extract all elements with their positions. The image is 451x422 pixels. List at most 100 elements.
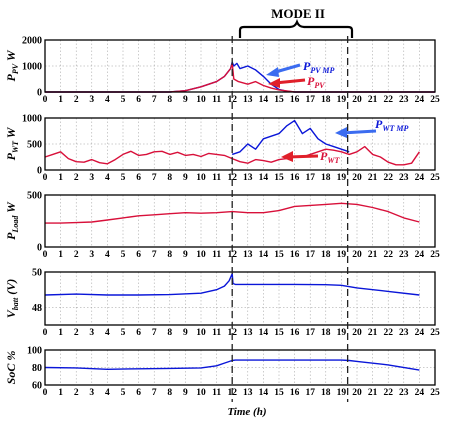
x-tick-label: 18 — [321, 328, 331, 338]
x-tick-label: 10 — [196, 250, 206, 260]
x-tick-label: 16 — [290, 388, 300, 398]
x-tick-label: 15 — [274, 250, 284, 260]
x-tick-label: 18 — [321, 173, 331, 183]
x-tick-label: 0 — [43, 328, 48, 338]
svg-text:PWT MP: PWT MP — [375, 117, 408, 133]
x-tick-label: 14 — [259, 388, 269, 398]
y-axis-label-soc: SoC % — [4, 351, 18, 385]
x-tick-label: 15 — [274, 95, 284, 105]
x-tick-label: 22 — [383, 173, 393, 183]
x-tick-label: 24 — [415, 95, 425, 105]
x-tick-label: 8 — [167, 250, 172, 260]
x-tick-label: 13 — [243, 95, 253, 105]
x-tick-label: 8 — [167, 388, 172, 398]
ann-wt-mp-main: P — [375, 117, 383, 131]
x-tick-label: 0 — [43, 95, 48, 105]
y-tick-label: 80 — [32, 363, 42, 374]
annotation-wt-mp: PWT MP — [335, 117, 408, 138]
y-tick-label: 100 — [27, 346, 42, 357]
x-tick-label: 4 — [105, 250, 110, 260]
annotation-pv-mp: PPV MP — [266, 59, 335, 77]
x-tick-label: 12 — [227, 250, 237, 260]
x-tick-label: 24 — [415, 250, 425, 260]
x-tick-label: 21 — [368, 250, 378, 260]
x-tick-label: 7 — [152, 328, 157, 338]
x-tick-label: 16 — [290, 173, 300, 183]
x-tick-label: 7 — [152, 173, 157, 183]
x-tick-label: 2 — [74, 173, 79, 183]
x-tick-label: 10 — [196, 328, 206, 338]
x-tick-label: 19 — [337, 328, 347, 338]
x-tick-label: 17 — [305, 95, 315, 105]
ann-wt-sub: WT — [327, 156, 340, 165]
x-tick-label: 10 — [196, 95, 206, 105]
x-tick-label: 19 — [337, 95, 347, 105]
y-tick-label: 0 — [37, 166, 42, 177]
x-tick-label: 12 — [227, 173, 237, 183]
x-tick-label: 20 — [352, 173, 362, 183]
x-tick-label: 21 — [368, 328, 378, 338]
y-tick-label: 0 — [37, 243, 42, 254]
y-tick-label: 0 — [37, 88, 42, 99]
annotation-wt: PWT — [281, 149, 340, 165]
x-tick-label: 6 — [136, 173, 141, 183]
x-tick-label: 18 — [321, 95, 331, 105]
series-soc-blue — [44, 359, 420, 371]
x-tick-label: 22 — [383, 250, 393, 260]
x-tick-label: 11 — [212, 250, 221, 260]
x-tick-label: 2 — [74, 388, 79, 398]
x-tick-label: 20 — [352, 388, 362, 398]
x-tick-label: 19 — [337, 173, 347, 183]
x-tick-label: 22 — [383, 328, 393, 338]
x-tick-label: 20 — [352, 250, 362, 260]
x-tick-label: 14 — [259, 173, 269, 183]
x-tick-label: 1 — [58, 388, 63, 398]
svg-text:PWT: PWT — [320, 149, 340, 165]
x-tick-label: 6 — [136, 388, 141, 398]
x-tick-label: 17 — [305, 173, 315, 183]
plot-frame — [44, 117, 436, 171]
mode-brace — [238, 19, 354, 38]
x-tick-label: 1 — [58, 250, 63, 260]
x-tick-label: 25 — [430, 250, 440, 260]
x-tick-label: 18 — [321, 250, 331, 260]
x-tick-label: 24 — [415, 388, 425, 398]
x-tick-label: 21 — [368, 173, 378, 183]
x-tick-label: 0 — [43, 388, 48, 398]
x-tick-label: 13 — [243, 388, 253, 398]
x-tick-label: 2 — [74, 95, 79, 105]
x-tick-label: 9 — [183, 328, 188, 338]
x-axis-label: Time (h) — [228, 406, 267, 418]
x-tick-label: 17 — [305, 250, 315, 260]
x-tick-label: 5 — [121, 250, 126, 260]
y-tick-label: 500 — [27, 191, 42, 202]
x-tick-label: 21 — [368, 95, 378, 105]
mode-ii-marker: MODE II — [238, 6, 354, 38]
x-tick-label: 15 — [274, 328, 284, 338]
x-tick-label: 1 — [58, 328, 63, 338]
y-tick-label: 50 — [32, 268, 42, 279]
mode-label: MODE II — [271, 6, 325, 21]
x-tick-label: 0 — [43, 173, 48, 183]
x-tick-label: 15 — [274, 173, 284, 183]
ann-wt-main: P — [320, 149, 328, 163]
x-tick-label: 24 — [415, 173, 425, 183]
y-axis-label-wt: PWT W — [4, 126, 20, 160]
ann-wt-mp-sub: WT MP — [382, 124, 408, 133]
x-tick-label: 17 — [305, 328, 315, 338]
x-tick-label: 25 — [430, 95, 440, 105]
x-tick-label: 7 — [152, 388, 157, 398]
x-tick-label: 22 — [383, 388, 393, 398]
y-axis-label-vbatt: Vbatt (V) — [4, 279, 20, 318]
annotation-pv: PPV — [268, 74, 325, 90]
series-wt-blue — [231, 119, 350, 156]
x-tick-label: 11 — [212, 95, 221, 105]
x-tick-label: 21 — [368, 388, 378, 398]
series-pv-red — [45, 62, 435, 93]
x-tick-label: 6 — [136, 95, 141, 105]
x-tick-label: 23 — [399, 388, 409, 398]
x-tick-label: 25 — [430, 388, 440, 398]
panels: 0 1 2 3 4 5 6 7 8 9 10 11 12 13 14 15 16 17 18 19 20 21 22 23 24… — [4, 36, 440, 402]
x-tick-label: 3 — [89, 388, 94, 398]
x-tick-label: 9 — [183, 388, 188, 398]
